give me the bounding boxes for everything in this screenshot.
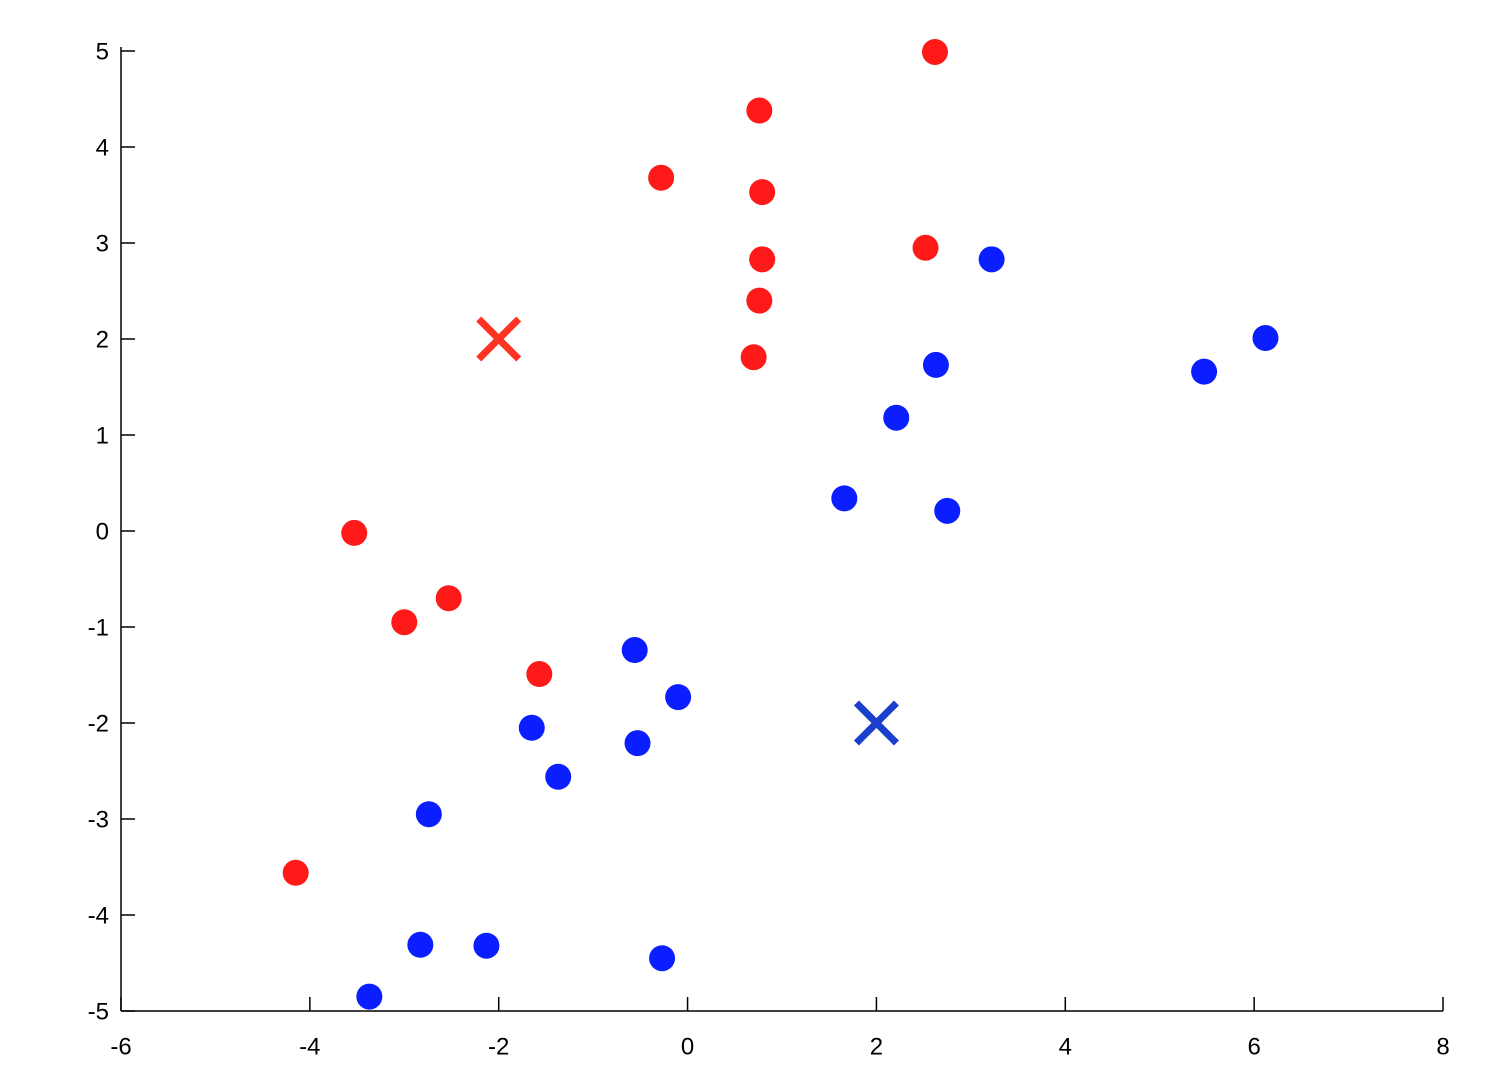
- y-tick-label: 2: [96, 326, 109, 353]
- point: [282, 859, 309, 886]
- y-tick-label: 5: [96, 38, 109, 65]
- point: [934, 497, 961, 524]
- point: [1191, 358, 1218, 385]
- point: [356, 983, 383, 1010]
- point: [518, 714, 545, 741]
- y-tick-label: -1: [88, 614, 109, 641]
- x-tick-label: 8: [1436, 1033, 1449, 1060]
- point: [407, 931, 434, 958]
- point: [624, 730, 651, 757]
- point: [341, 519, 368, 546]
- point: [1252, 325, 1279, 352]
- point: [749, 179, 776, 206]
- x-tick-label: 2: [870, 1033, 883, 1060]
- point: [746, 287, 773, 314]
- point: [883, 404, 910, 431]
- y-tick-label: -3: [88, 806, 109, 833]
- y-tick-label: 0: [96, 518, 109, 545]
- point: [831, 485, 858, 512]
- point: [473, 932, 500, 959]
- point: [740, 344, 767, 371]
- y-tick-label: -4: [88, 902, 109, 929]
- point: [415, 801, 442, 828]
- point: [545, 763, 572, 790]
- point: [649, 945, 676, 972]
- point: [922, 351, 949, 378]
- point: [526, 661, 553, 688]
- point: [665, 684, 692, 711]
- y-tick-label: -2: [88, 710, 109, 737]
- point: [621, 637, 648, 664]
- point: [391, 609, 418, 636]
- x-tick-label: -2: [488, 1033, 509, 1060]
- x-tick-label: -6: [110, 1033, 131, 1060]
- y-tick-label: -5: [88, 998, 109, 1025]
- point: [978, 246, 1005, 273]
- point: [435, 585, 462, 612]
- x-tick-label: 6: [1247, 1033, 1260, 1060]
- centroid-marker: [853, 700, 899, 746]
- centroid-marker: [476, 316, 522, 362]
- y-tick-label: 4: [96, 134, 109, 161]
- y-tick-label: 1: [96, 422, 109, 449]
- x-tick-label: -4: [299, 1033, 320, 1060]
- point: [746, 97, 773, 124]
- x-tick-label: 4: [1059, 1033, 1072, 1060]
- point: [912, 234, 939, 261]
- x-tick-label: 0: [681, 1033, 694, 1060]
- point: [648, 164, 675, 191]
- y-tick-label: 3: [96, 230, 109, 257]
- point: [921, 38, 948, 65]
- point: [749, 246, 776, 273]
